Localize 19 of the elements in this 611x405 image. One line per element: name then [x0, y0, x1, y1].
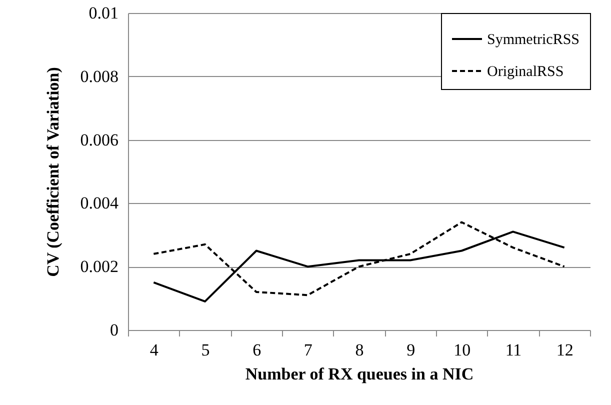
x-tick-label: 11	[505, 340, 522, 360]
y-tick-label: 0	[110, 320, 118, 340]
x-tick-label: 12	[556, 340, 574, 360]
y-tick-label: 0.006	[80, 130, 118, 150]
x-tick-label: 6	[252, 340, 262, 360]
y-tick-label: 0.008	[80, 66, 118, 86]
x-axis-title: Number of RX queues in a NIC	[245, 364, 474, 384]
x-tick-label: 5	[201, 340, 210, 360]
x-tick-label: 9	[406, 340, 416, 360]
x-tick-label: 10	[454, 340, 471, 360]
y-tick-label: 0.01	[88, 4, 118, 22]
x-tick-label: 7	[304, 340, 313, 360]
x-tick-label: 8	[355, 340, 364, 360]
legend-label: SymmetricRSS	[487, 32, 580, 48]
y-tick-label: 0.004	[80, 194, 119, 213]
legend-label: OriginalRSS	[487, 64, 564, 80]
y-axis-title: CV (Coefficient of Variation)	[43, 67, 62, 277]
y-tick-label: 0.002	[80, 257, 118, 276]
x-tick-label: 4	[150, 340, 159, 360]
